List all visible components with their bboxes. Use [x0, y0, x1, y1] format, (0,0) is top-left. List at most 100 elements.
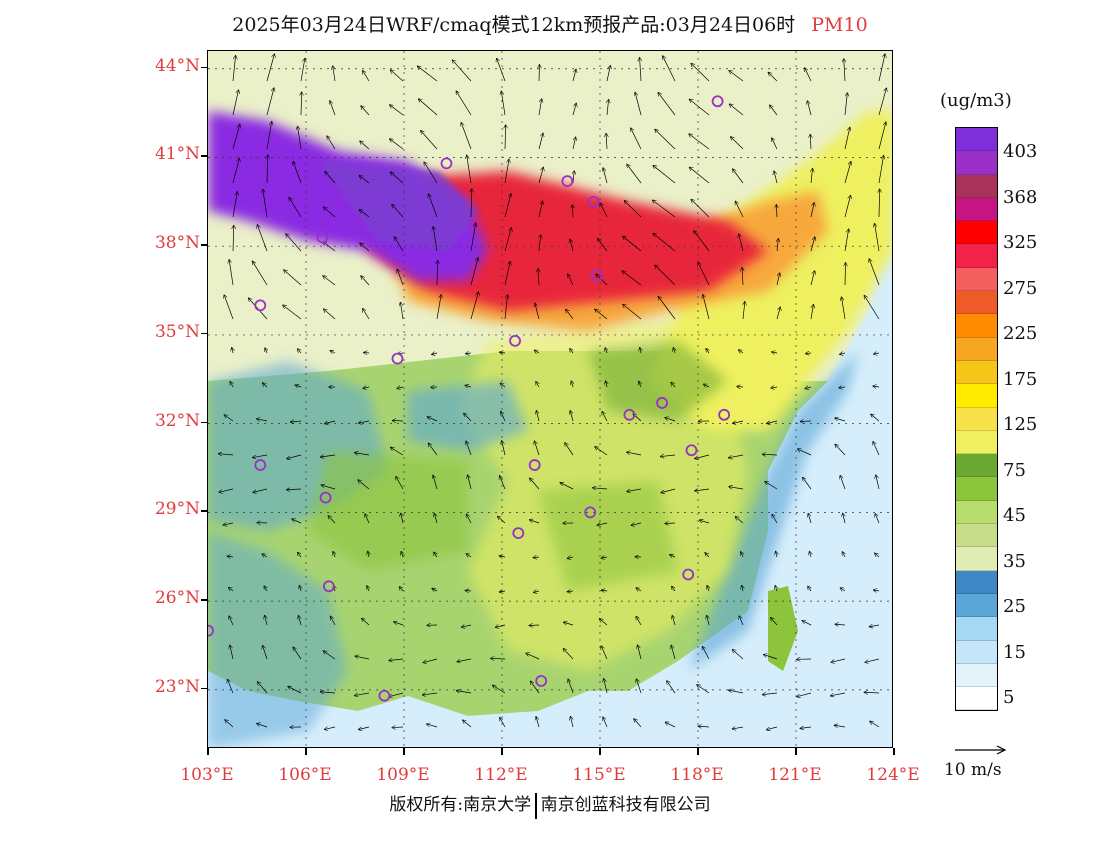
colorbar-label: 75 [1003, 459, 1026, 481]
city-marker [208, 624, 214, 637]
longitude-label: 118°E [670, 765, 724, 785]
colorbar-swatch [956, 314, 997, 338]
latitude-label: 35°N [130, 322, 208, 342]
copyright-university: 版权所有:南京大学 [389, 795, 532, 815]
colorbar-swatch [956, 360, 997, 385]
colorbar-swatch [956, 663, 997, 688]
latitude-label: 29°N [130, 499, 208, 519]
longitude-tick [795, 748, 797, 755]
city-marker [509, 334, 521, 347]
grid-lines [208, 51, 892, 747]
city-marker [254, 299, 267, 312]
colorbar-swatch [956, 151, 997, 175]
title-text: 2025年03月24日WRF/cmaq模式12km预报产品:03月24日06时 [232, 14, 796, 36]
colorbar-label: 368 [1003, 186, 1038, 208]
longitude-tick [403, 748, 405, 755]
colorbar-label: 125 [1003, 414, 1038, 435]
city-marker [584, 506, 597, 519]
colorbar-swatch [956, 617, 997, 641]
colorbar-swatch [956, 524, 997, 548]
colorbar-label: 175 [1003, 368, 1038, 390]
city-marker [440, 157, 453, 170]
longitude-tick [501, 748, 503, 755]
city-marker [682, 568, 695, 581]
city-marker [528, 459, 541, 471]
vector-legend-arrow [955, 741, 1015, 760]
city-marker [322, 580, 335, 593]
city-marker [623, 408, 636, 421]
city-marker [512, 527, 525, 539]
colorbar-label: 35 [1003, 550, 1026, 572]
city-marker [561, 175, 574, 188]
colorbar-swatch [956, 454, 997, 478]
colorbar-label: 275 [1003, 277, 1038, 299]
city-marker [254, 459, 267, 471]
latitude-label: 26°N [130, 588, 208, 608]
city-marker [711, 95, 724, 108]
copyright-company: 南京创蓝科技有限公司 [540, 795, 711, 815]
colorbar-label: 403 [1003, 141, 1038, 162]
colorbar-swatch [956, 593, 997, 618]
longitude-label: 109°E [376, 765, 430, 785]
latitude-label: 38°N [130, 233, 208, 253]
copyright: 版权所有:南京大学 南京创蓝科技有限公司 [0, 790, 1100, 819]
colorbar-label: 25 [1003, 596, 1026, 617]
city-marker [316, 231, 329, 244]
colorbar-label: 15 [1003, 641, 1026, 663]
city-marker [319, 491, 332, 504]
latitude-label: 44°N [130, 56, 208, 76]
colorbar-swatch [956, 221, 997, 245]
colorbar-swatch [956, 687, 997, 711]
city-marker [590, 269, 603, 282]
colorbar-swatch [956, 128, 997, 152]
longitude-tick [893, 748, 895, 755]
colorbar-label: 5 [1003, 687, 1015, 708]
colorbar-swatch [956, 477, 997, 501]
colorbar-label: 225 [1003, 323, 1038, 344]
longitude-label: 115°E [572, 765, 626, 785]
map-canvas [208, 51, 892, 747]
longitude-tick [305, 748, 307, 755]
city-markers [208, 95, 731, 702]
colorbar-swatch [956, 197, 997, 222]
forecast-map [207, 50, 893, 748]
longitude-tick [207, 748, 209, 755]
colorbar-swatch [956, 570, 997, 594]
map-title: 2025年03月24日WRF/cmaq模式12km预报产品:03月24日06时 … [0, 10, 1100, 37]
longitude-label: 106°E [278, 765, 332, 785]
colorbar-swatch [956, 640, 997, 664]
wind-vectors [219, 54, 887, 730]
latitude-label: 23°N [130, 677, 208, 697]
longitude-tick [599, 748, 601, 755]
city-marker [685, 444, 698, 457]
colorbar-swatch [956, 244, 997, 268]
city-marker [535, 675, 548, 687]
colorbar-swatch [956, 267, 997, 292]
colorbar-swatch [956, 500, 997, 525]
land-layer [208, 51, 892, 747]
colorbar-swatch [956, 547, 997, 571]
latitude-label: 41°N [130, 144, 208, 164]
colorbar-swatch [956, 337, 997, 361]
colorbar-label: 45 [1003, 505, 1026, 526]
colorbar-swatch [956, 384, 997, 408]
colorbar-swatch [956, 291, 997, 315]
longitude-label: 103°E [180, 765, 234, 785]
arrow-icon [955, 745, 1007, 755]
colorbar-unit: (ug/m3) [940, 90, 1012, 111]
latitude-label: 32°N [130, 411, 208, 431]
copyright-divider [535, 792, 537, 819]
city-marker [587, 195, 600, 208]
colorbar [955, 127, 998, 712]
city-marker [391, 352, 404, 365]
colorbar-swatch [956, 174, 997, 198]
colorbar-label: 325 [1003, 232, 1038, 253]
longitude-tick [697, 748, 699, 755]
city-marker [656, 397, 668, 409]
title-variable: PM10 [811, 14, 868, 36]
longitude-label: 124°E [866, 765, 920, 785]
longitude-label: 121°E [768, 765, 822, 785]
city-marker [718, 408, 731, 421]
longitude-label: 112°E [474, 765, 528, 785]
colorbar-swatch [956, 407, 997, 431]
